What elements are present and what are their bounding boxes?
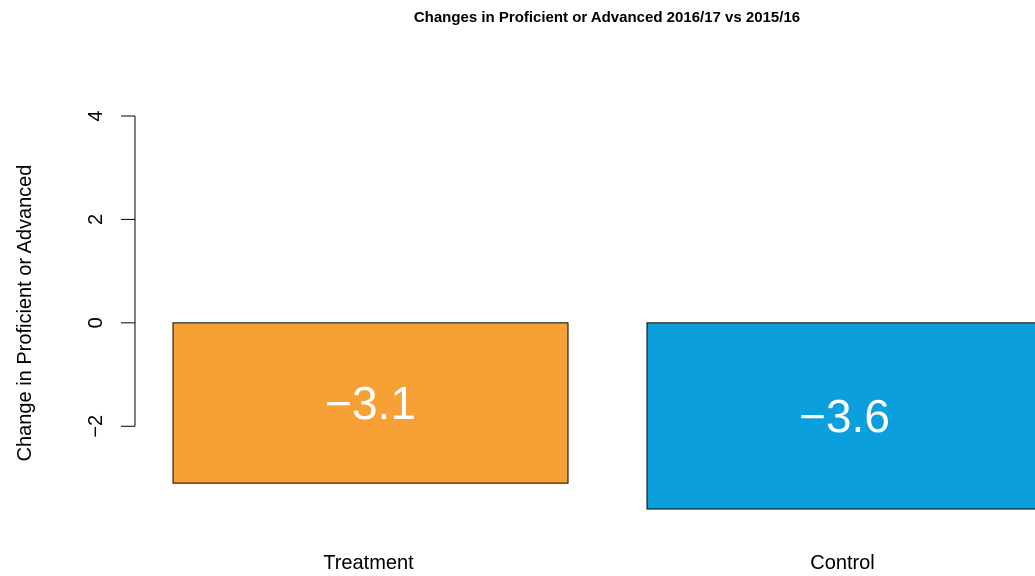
bar (172, 322, 569, 484)
data-label: −3.6 (799, 390, 890, 442)
y-tick-label: 0 (85, 317, 107, 328)
y-axis-label: Change in Proficient or Advanced (14, 165, 36, 462)
data-label: −3.1 (325, 377, 416, 429)
bar (646, 322, 1035, 510)
y-tick-label: 2 (85, 214, 107, 225)
y-tick-label: 4 (85, 110, 107, 121)
y-tick-label: −2 (85, 415, 107, 438)
chart-title: Changes in Proficient or Advanced 2016/1… (414, 9, 800, 26)
x-tick-label: Treatment (323, 552, 414, 574)
x-tick-label: Control (810, 552, 874, 574)
